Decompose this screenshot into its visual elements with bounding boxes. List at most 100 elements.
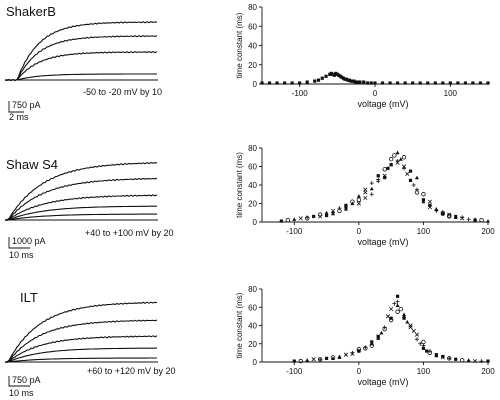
current-trace [4, 177, 158, 221]
x-tick-label: 0 [357, 227, 362, 236]
data-point [298, 358, 303, 364]
data-point [479, 359, 484, 364]
data-point [414, 187, 419, 192]
trace-panel-shaw-s4 [4, 161, 158, 222]
scale-bar-shakerb: 750 pA 2 ms [8, 100, 41, 122]
data-point [405, 319, 410, 324]
y-tick-label: 80 [248, 3, 257, 12]
data-point [311, 357, 316, 362]
data-point [382, 167, 387, 172]
data-point [318, 214, 323, 219]
data-point [373, 81, 377, 85]
data-point [356, 194, 361, 198]
scale-current-shakerb: 750 pA [12, 100, 41, 110]
x-tick-label: 200 [481, 227, 495, 236]
scale-bar-ilt: 750 pA 10 ms [8, 375, 41, 398]
x-axis-label: voltage (mV) [357, 377, 408, 387]
x-tick-label: 0 [357, 367, 362, 376]
x-tick-label: -100 [292, 89, 309, 98]
y-tick-label: 60 [248, 163, 257, 172]
data-point [398, 157, 403, 161]
data-point [388, 81, 392, 85]
y-tick-label: 0 [253, 218, 258, 227]
data-point [460, 215, 465, 220]
data-point [398, 306, 404, 312]
time-constant-plot-shakerb: 0 20 40 60 80 -100 0 100 voltage (mV) time consta… [235, 3, 490, 109]
data-point [408, 323, 413, 328]
data-point [434, 207, 439, 211]
x-tick-label: 200 [481, 367, 495, 376]
current-trace [4, 194, 158, 222]
data-point [386, 166, 390, 170]
current-trace [4, 161, 158, 221]
data-point [324, 210, 329, 215]
scale-time-shaw-s4: 10 ms [9, 250, 34, 260]
data-point [369, 186, 374, 191]
data-point [441, 81, 445, 85]
data-point [290, 81, 294, 85]
data-point [411, 81, 415, 85]
data-point [363, 345, 368, 350]
data-point [337, 355, 342, 360]
data-point [283, 81, 287, 85]
data-point [388, 317, 394, 323]
data-point [395, 150, 400, 155]
data-point [426, 81, 430, 85]
y-tick-label: 40 [248, 322, 257, 331]
data-point [385, 314, 390, 319]
data-point [298, 81, 302, 85]
data-point [408, 325, 413, 330]
data-point [358, 80, 362, 84]
current-trace [5, 73, 157, 81]
data-point [408, 169, 413, 173]
data-point [369, 343, 374, 348]
data-point [369, 181, 374, 186]
x-tick-label: -100 [286, 367, 303, 376]
data-point [441, 354, 445, 359]
data-point [478, 81, 483, 85]
data-point [447, 356, 452, 361]
data-point [427, 199, 432, 204]
data-point [471, 81, 475, 85]
data-point [362, 80, 366, 84]
data-point [421, 199, 426, 204]
data-point [363, 190, 368, 195]
current-trace [4, 319, 158, 363]
data-point [350, 201, 355, 206]
data-point [402, 312, 407, 317]
data-point [292, 359, 296, 363]
data-point [421, 198, 426, 202]
data-point [332, 73, 336, 77]
data-point [343, 352, 349, 357]
data-point [433, 81, 437, 85]
y-tick-label: 60 [248, 22, 257, 31]
data-point [275, 81, 279, 85]
y-tick-label: 60 [248, 303, 257, 312]
data-point [376, 336, 381, 340]
data-point [320, 76, 324, 80]
current-trace [4, 301, 158, 363]
data-point [396, 294, 400, 298]
data-point [395, 158, 400, 163]
data-point [305, 80, 309, 84]
data-point [473, 359, 478, 364]
x-tick-label: 0 [373, 89, 378, 98]
y-axis-label: time constant (ms) [235, 292, 244, 358]
trace-panel-shakerb [4, 21, 158, 82]
data-point [486, 219, 490, 223]
data-point [324, 74, 328, 78]
data-point [369, 81, 373, 85]
data-point [459, 357, 465, 363]
data-point [395, 299, 400, 304]
current-trace [4, 21, 158, 81]
data-point [395, 309, 400, 315]
data-point [389, 306, 394, 312]
scale-current-ilt: 750 pA [12, 375, 41, 385]
y-tick-label: 20 [248, 200, 257, 209]
data-point [414, 332, 420, 337]
data-point [376, 174, 380, 178]
data-point [411, 183, 416, 187]
data-point [486, 81, 490, 85]
x-tick-label: 100 [417, 227, 431, 236]
data-point [356, 347, 362, 352]
